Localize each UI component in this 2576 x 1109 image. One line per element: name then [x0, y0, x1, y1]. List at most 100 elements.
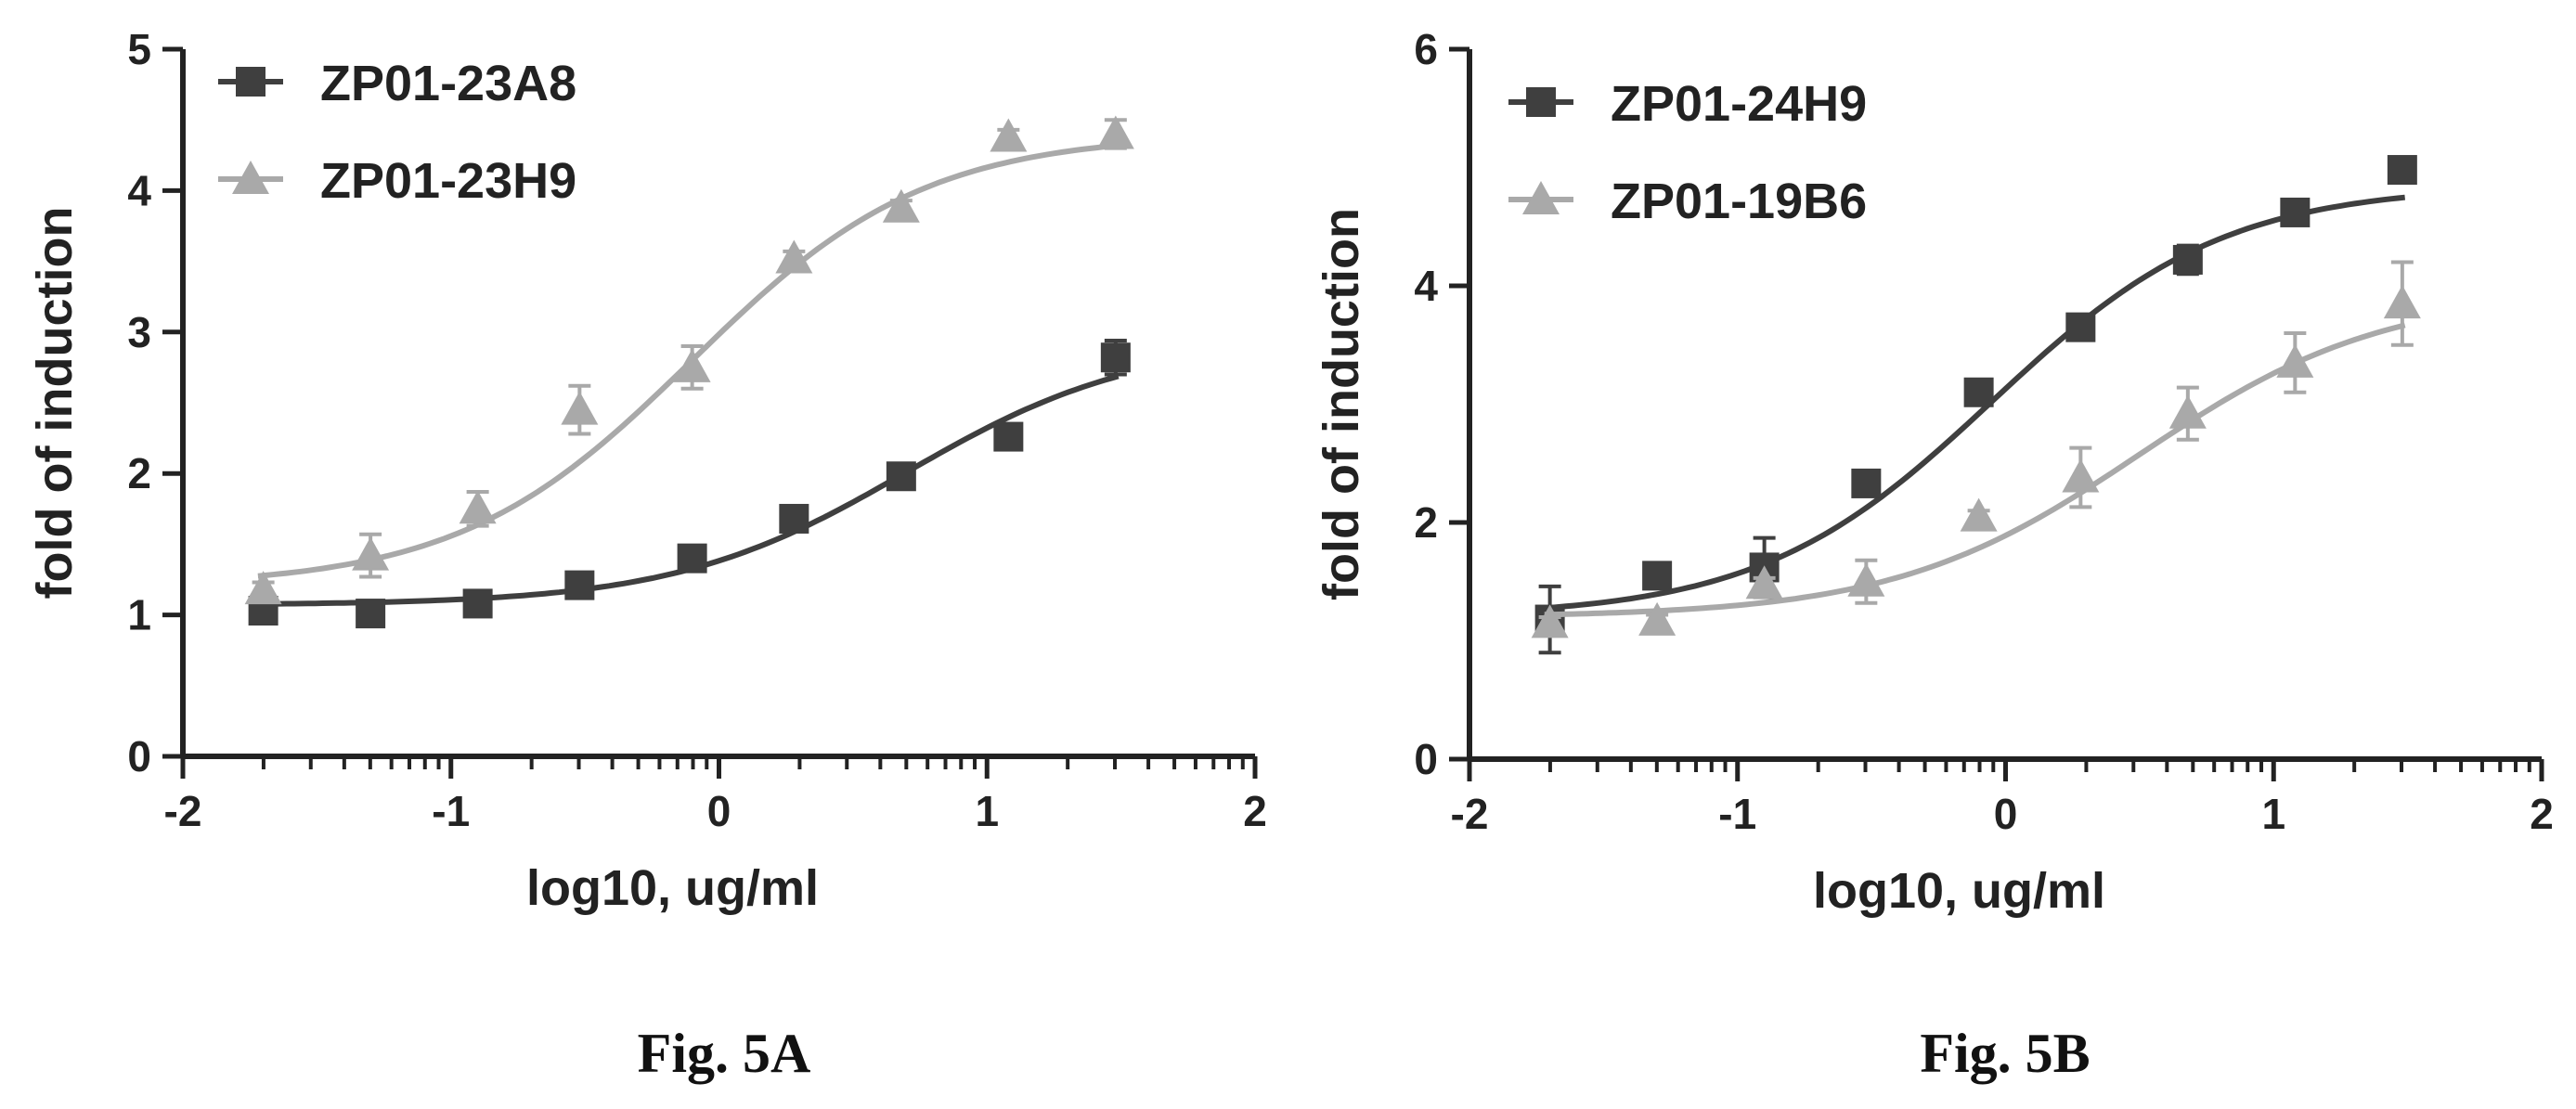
y-tick-label: 1	[127, 591, 151, 639]
x-tick-label: -1	[432, 787, 470, 835]
point-marker	[352, 536, 390, 571]
x-tick-label: 0	[1994, 790, 2018, 838]
point-marker	[677, 543, 707, 574]
y-tick-label: 4	[1414, 262, 1438, 310]
point-marker	[564, 570, 595, 600]
data-point	[886, 461, 916, 492]
data-point	[1642, 561, 1673, 591]
point-marker	[2172, 244, 2203, 275]
data-point	[244, 571, 282, 605]
point-marker	[1531, 604, 1569, 638]
point-marker	[2276, 343, 2314, 378]
x-tick-label: -2	[164, 787, 202, 835]
x-axis-label: log10, ug/ml	[1813, 863, 2105, 919]
data-point	[1531, 604, 1569, 638]
legend-label: ZP01-23H9	[320, 153, 576, 209]
x-tick-label: 1	[2261, 790, 2285, 838]
data-point	[1096, 115, 1134, 150]
chart-panel-2: -2 -1 0 1 2 0 2 4 6 log10, ug/ml fold of induction…	[1314, 25, 2554, 1084]
series-ZP01-19B6	[1531, 260, 2421, 638]
point-marker	[2383, 285, 2421, 319]
chart-panel-1: -2 -1 0 1 2 0 1 2 3 4 5 log10, ug/ml fold of inducti…	[27, 25, 1267, 1084]
point-marker	[1847, 562, 1885, 597]
y-tick-label: 6	[1414, 25, 1438, 73]
point-marker	[993, 421, 1024, 452]
point-marker	[2168, 394, 2207, 429]
x-axis-label: log10, ug/ml	[526, 860, 819, 916]
data-point	[561, 383, 599, 436]
x-tick-label: 2	[2530, 790, 2554, 838]
data-point	[673, 344, 711, 391]
legend-label: ZP01-19B6	[1611, 174, 1867, 229]
data-point	[1745, 565, 1783, 600]
data-point	[990, 118, 1028, 152]
data-point	[775, 239, 813, 274]
point-marker	[779, 503, 809, 534]
y-tick-label: 4	[127, 166, 151, 214]
x-tick-label: -2	[1451, 790, 1489, 838]
point-marker	[673, 348, 711, 382]
data-point	[2168, 385, 2207, 442]
data-point	[1960, 497, 1998, 532]
series-ZP01-24H9	[1534, 155, 2417, 655]
legend-entry: ZP01-24H9	[1508, 76, 1867, 132]
point-marker	[990, 118, 1028, 152]
point-marker	[1100, 342, 1131, 373]
data-point	[2276, 331, 2314, 394]
data-point	[1100, 338, 1131, 377]
legend-marker	[1522, 181, 1560, 214]
legend-marker	[236, 67, 265, 97]
x-tick-label: -1	[1718, 790, 1756, 838]
point-marker	[1960, 497, 1998, 532]
data-point	[993, 421, 1024, 452]
point-marker	[459, 490, 497, 524]
figure-caption: Fig. 5A	[638, 1023, 811, 1084]
legend-entry: ZP01-23A8	[218, 56, 576, 111]
legend-entry: ZP01-19B6	[1508, 174, 1867, 229]
data-point	[2062, 445, 2100, 509]
x-tick-label: 1	[975, 787, 999, 835]
point-marker	[244, 571, 282, 605]
legend-entry: ZP01-23H9	[218, 153, 576, 209]
data-point	[2172, 243, 2203, 277]
data-point	[1963, 377, 1994, 407]
point-marker	[462, 588, 493, 619]
point-marker	[1642, 561, 1673, 591]
legend-marker	[232, 161, 269, 194]
point-marker	[1638, 601, 1676, 636]
legend-label: ZP01-24H9	[1611, 76, 1867, 132]
y-tick-label: 5	[127, 25, 151, 73]
data-point	[1847, 558, 1885, 605]
y-tick-label: 3	[127, 308, 151, 356]
y-tick-label: 0	[127, 732, 151, 780]
point-marker	[2387, 155, 2417, 186]
data-point	[677, 543, 707, 574]
point-marker	[561, 391, 599, 425]
point-marker	[2065, 312, 2096, 342]
point-marker	[1963, 377, 1994, 407]
legend-marker	[1526, 87, 1556, 117]
data-point	[1638, 601, 1676, 636]
x-tick-label: 2	[1243, 787, 1267, 835]
x-tick-label: 0	[707, 787, 731, 835]
data-point	[356, 599, 386, 629]
series-ZP01-23H9	[244, 115, 1134, 605]
point-marker	[1745, 565, 1783, 600]
data-point	[1851, 468, 1882, 498]
data-point	[564, 570, 595, 600]
figure-caption: Fig. 5B	[1920, 1023, 2090, 1084]
point-marker	[886, 461, 916, 492]
point-marker	[882, 188, 920, 223]
data-point	[2387, 155, 2417, 186]
y-tick-label: 2	[127, 449, 151, 497]
point-marker	[1851, 468, 1882, 498]
y-axis-label: fold of induction	[1314, 208, 1369, 600]
y-tick-label: 0	[1414, 735, 1438, 783]
y-tick-label: 2	[1414, 498, 1438, 547]
data-point	[779, 503, 809, 534]
series-ZP01-23A8	[248, 338, 1131, 629]
data-point	[2065, 312, 2096, 342]
data-point	[882, 188, 920, 223]
point-marker	[1096, 115, 1134, 149]
